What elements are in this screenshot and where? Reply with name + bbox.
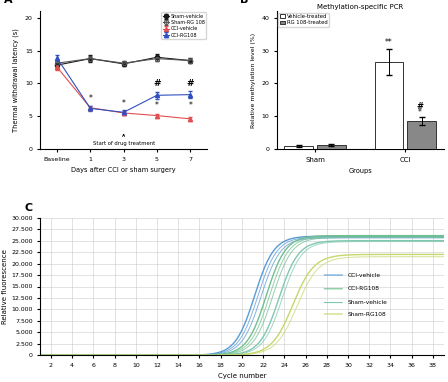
Text: *: * [155, 101, 159, 110]
Text: *: * [88, 94, 92, 103]
Text: Sham-vehicle: Sham-vehicle [324, 300, 388, 305]
Text: #: # [186, 79, 194, 88]
Text: Sham-RG108: Sham-RG108 [324, 311, 387, 317]
Y-axis label: Thermal withdrawal latency (s): Thermal withdrawal latency (s) [13, 28, 19, 132]
Text: *: * [418, 108, 422, 117]
Text: CCI-RG108: CCI-RG108 [324, 286, 380, 291]
Legend: Sham-vehicle, Sham-RG 108, CCI-vehicle, CCI-RG108: Sham-vehicle, Sham-RG 108, CCI-vehicle, … [161, 13, 206, 39]
Bar [375, 62, 404, 149]
Title: Methylation-specific PCR: Methylation-specific PCR [317, 4, 403, 10]
Bar [284, 146, 313, 149]
Text: #: # [416, 102, 423, 111]
Legend: Vehicle-treated, RG 108-treated: Vehicle-treated, RG 108-treated [278, 13, 329, 27]
Bar [407, 121, 436, 149]
Text: CCI-vehicle: CCI-vehicle [324, 272, 381, 278]
Y-axis label: Relative fluorescence: Relative fluorescence [2, 249, 8, 324]
Text: A: A [4, 0, 12, 5]
X-axis label: Cycle number: Cycle number [218, 374, 266, 379]
Text: #: # [153, 79, 161, 88]
Text: B: B [240, 0, 249, 5]
Text: *: * [122, 99, 125, 108]
X-axis label: Days after CCI or sham surgery: Days after CCI or sham surgery [71, 167, 176, 173]
Text: Start of drug treatment: Start of drug treatment [92, 134, 155, 146]
Text: **: ** [385, 39, 393, 47]
Y-axis label: Relative methylation level (%): Relative methylation level (%) [251, 32, 256, 128]
X-axis label: Groups: Groups [349, 168, 372, 174]
Text: *: * [188, 101, 192, 110]
Bar [317, 146, 346, 149]
Text: C: C [24, 203, 32, 213]
